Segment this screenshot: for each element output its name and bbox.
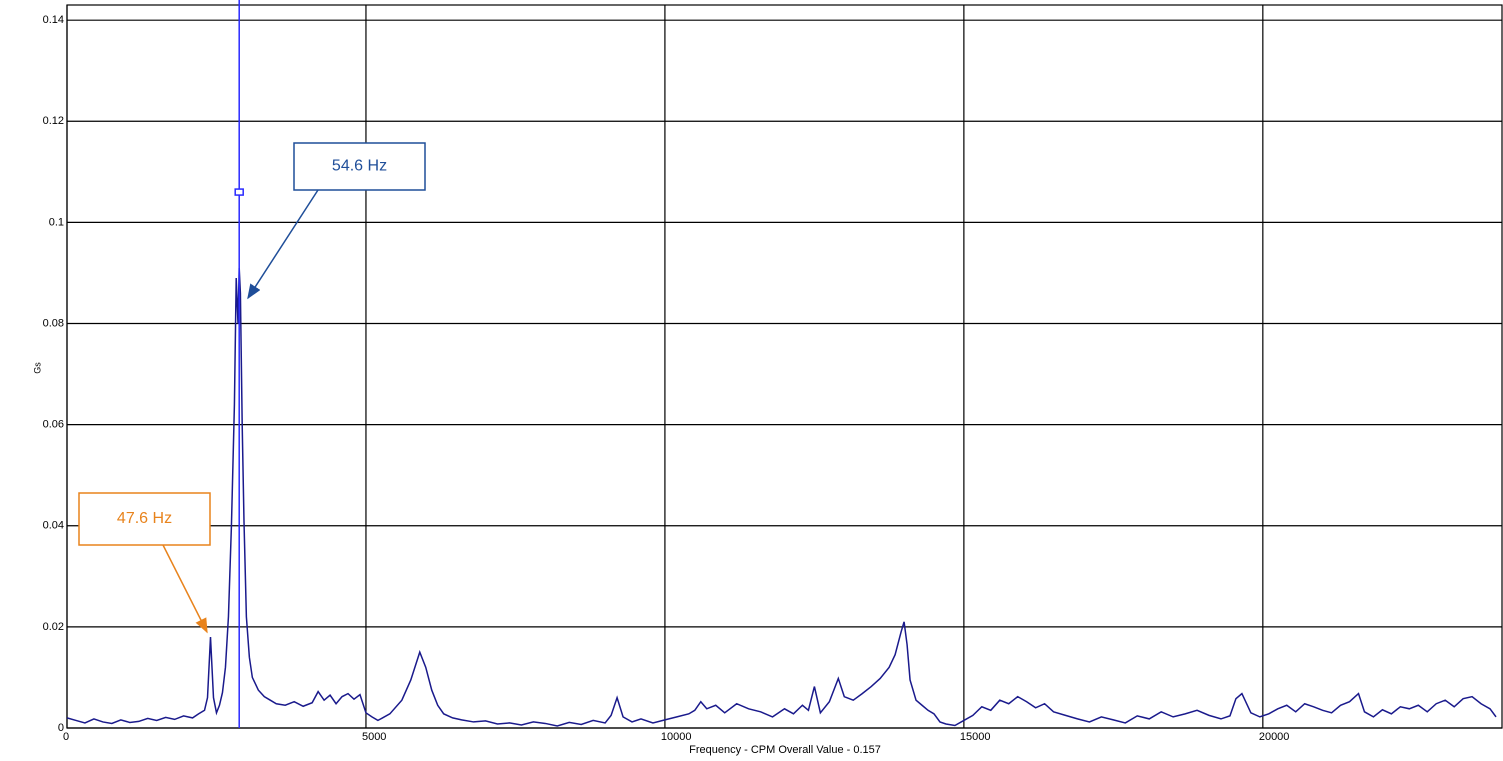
x-tick-label: 15000 xyxy=(960,731,991,743)
y-tick-label: 0.08 xyxy=(43,317,64,329)
cursor-marker xyxy=(234,188,244,196)
y-tick-label: 0.04 xyxy=(43,520,64,532)
spectrum-line xyxy=(66,267,1497,727)
x-axis-label: Frequency - CPM Overall Value - 0.157 xyxy=(689,744,881,756)
annotation-text: 54.6 Hz xyxy=(332,158,387,175)
y-axis-label: Gs xyxy=(32,362,42,374)
annotation-arrow xyxy=(162,544,208,634)
y-tick-label: 0.14 xyxy=(43,14,64,26)
annotation-arrow xyxy=(247,189,319,300)
annotation-box xyxy=(78,492,211,546)
annotation-text: 47.6 Hz xyxy=(117,510,172,527)
x-tick-label: 0 xyxy=(63,731,69,743)
y-tick-label: 0 xyxy=(58,722,64,734)
annotation-box xyxy=(293,142,426,191)
plot-frame xyxy=(66,4,1503,729)
y-tick-label: 0.02 xyxy=(43,621,64,633)
x-tick-label: 10000 xyxy=(661,731,692,743)
y-tick-label: 0.12 xyxy=(43,115,64,127)
y-tick-label: 0.06 xyxy=(43,419,64,431)
x-tick-label: 20000 xyxy=(1259,731,1290,743)
y-tick-label: 0.1 xyxy=(49,216,64,228)
x-tick-label: 5000 xyxy=(362,731,386,743)
